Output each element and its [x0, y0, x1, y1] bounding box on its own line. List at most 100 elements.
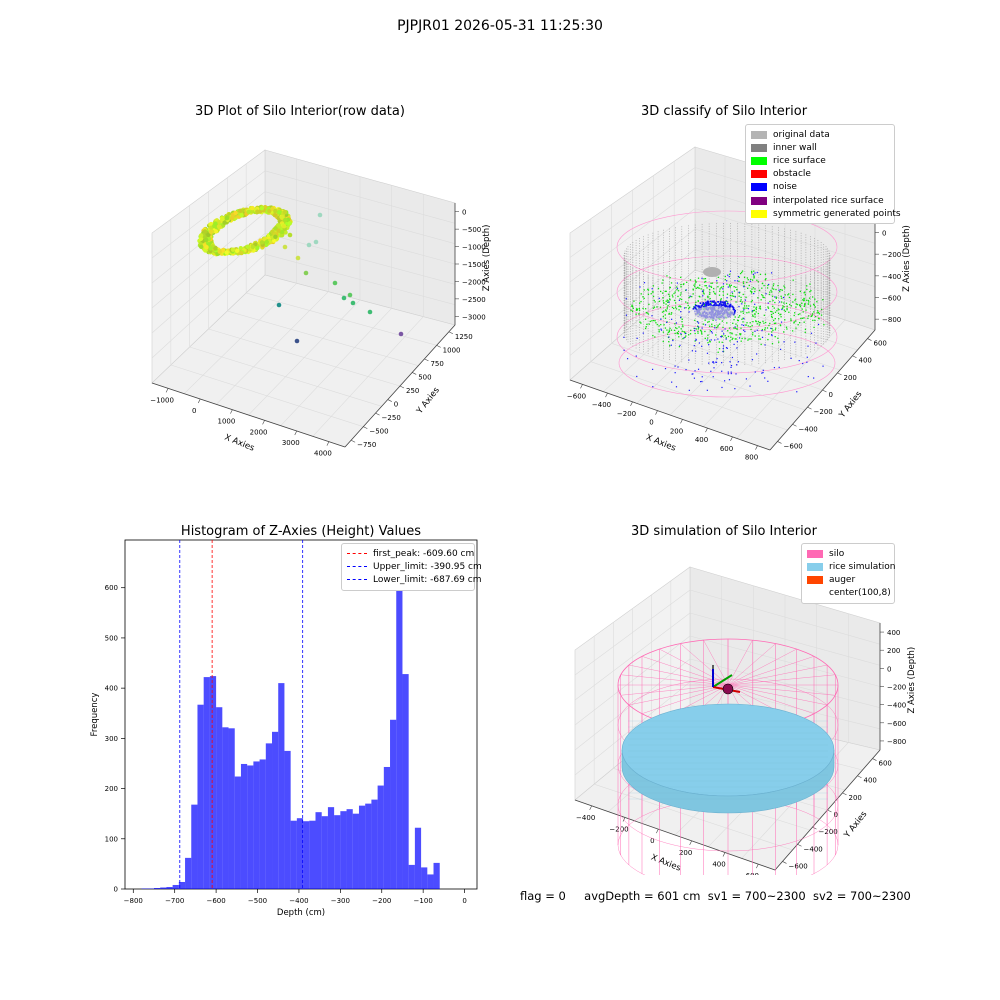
x-tick — [165, 388, 169, 393]
rice-surface-point — [719, 288, 721, 290]
data-point — [213, 229, 219, 234]
rice-surface-point — [667, 300, 669, 302]
noise-point — [762, 371, 764, 374]
rice-surface-point — [729, 294, 731, 297]
rice-surface-point — [804, 331, 806, 334]
rice-surface-point — [752, 332, 754, 334]
rice-surface-point — [668, 329, 670, 331]
rice-surface-point — [748, 338, 750, 340]
rice-surface-point — [692, 289, 694, 291]
noise-point — [737, 361, 739, 363]
noise-point — [680, 311, 682, 313]
rice-surface-point — [717, 351, 719, 353]
noise-cluster — [720, 302, 722, 304]
rice-surface-point — [687, 334, 690, 336]
rice-surface-point — [795, 306, 797, 308]
rice-surface-point — [805, 309, 807, 311]
y-tick — [448, 331, 454, 335]
rice-surface-point — [727, 330, 729, 332]
rice-surface-point — [752, 321, 754, 323]
rice-surface-point — [747, 325, 749, 327]
y-tick — [797, 844, 802, 847]
noise-point — [664, 368, 667, 370]
rice-surface-point — [730, 284, 732, 286]
z-tick-label: −200 — [887, 684, 906, 692]
rice-surface-point — [672, 296, 674, 298]
rice-surface-point — [674, 302, 677, 304]
rice-surface-point — [680, 306, 682, 308]
classify-legend: original data inner wall rice surface obsta… — [745, 124, 901, 225]
rice-surface-point — [747, 339, 749, 341]
histogram-bar — [433, 862, 440, 889]
rice-surface-point — [812, 303, 815, 305]
rice-surface-point — [714, 325, 716, 327]
rice-surface-point — [807, 303, 810, 305]
x-tick — [622, 817, 626, 822]
noise-point — [738, 337, 741, 339]
noise-point — [674, 365, 676, 367]
rice-surface-point — [737, 319, 740, 322]
noise-point — [683, 307, 686, 309]
rice-surface-point — [810, 290, 812, 292]
outlier-point — [332, 280, 338, 286]
noise-point — [704, 324, 707, 326]
rice-surface-point — [680, 298, 683, 301]
x-tick — [689, 840, 692, 845]
noise-point — [768, 283, 770, 286]
noise-cluster — [717, 300, 719, 303]
rice-surface-point — [700, 288, 702, 290]
auger-head — [722, 683, 734, 695]
noise-point — [652, 386, 654, 388]
rice-surface-point — [740, 311, 742, 313]
noise-point — [710, 370, 712, 372]
y-axis-label: Y Axies — [837, 389, 865, 421]
data-point — [272, 213, 278, 218]
rice-surface-point — [751, 272, 753, 274]
legend-label: inner wall — [773, 142, 817, 153]
legend-label: silo — [829, 548, 845, 559]
x-tick — [756, 864, 759, 869]
rice-surface-point — [808, 297, 811, 299]
rice-surface-point — [752, 310, 754, 312]
noise-cluster — [692, 307, 695, 310]
noise-point — [815, 342, 817, 344]
x-tick-label: 200 — [679, 849, 692, 857]
rice-surface-point — [678, 309, 680, 311]
rice-surface-point — [803, 321, 805, 323]
rice-surface-point — [752, 287, 755, 289]
rice-surface-point — [679, 298, 681, 300]
noise-point — [802, 362, 804, 365]
rice-surface-point — [677, 330, 680, 333]
rice-surface-point — [668, 312, 670, 315]
noise-point — [701, 277, 703, 279]
rice-surface-point — [713, 287, 715, 290]
legend-entry: rice surface — [751, 154, 889, 167]
rice-surface-point — [768, 333, 770, 335]
rice-surface-point — [798, 321, 801, 324]
rice-surface-point — [746, 287, 749, 290]
rice-surface-point — [739, 334, 742, 336]
rice-surface-point — [666, 275, 668, 277]
y-tick — [827, 809, 832, 813]
rice-surface-point — [726, 301, 729, 303]
rice-surface-point — [764, 327, 766, 329]
rice-surface-top — [621, 703, 835, 797]
rice-surface-point — [783, 302, 785, 304]
data-point — [250, 205, 255, 211]
noise-point — [730, 371, 732, 373]
rice-surface-point — [790, 318, 792, 320]
rice-surface-point — [663, 310, 665, 313]
rice-surface-point — [788, 296, 791, 299]
noise-cluster — [699, 302, 702, 305]
rice-surface-point — [725, 337, 727, 339]
rice-surface-point — [631, 304, 633, 306]
rice-surface-point — [780, 316, 782, 318]
rice-surface-point — [713, 291, 715, 293]
rice-surface-point — [643, 289, 645, 291]
legend-entry: auger — [807, 573, 889, 586]
rice-surface-point — [746, 322, 748, 324]
rice-surface-point — [703, 293, 705, 295]
noise-point — [710, 339, 712, 341]
rice-surface-point — [686, 302, 689, 304]
rice-surface-point — [754, 313, 756, 315]
